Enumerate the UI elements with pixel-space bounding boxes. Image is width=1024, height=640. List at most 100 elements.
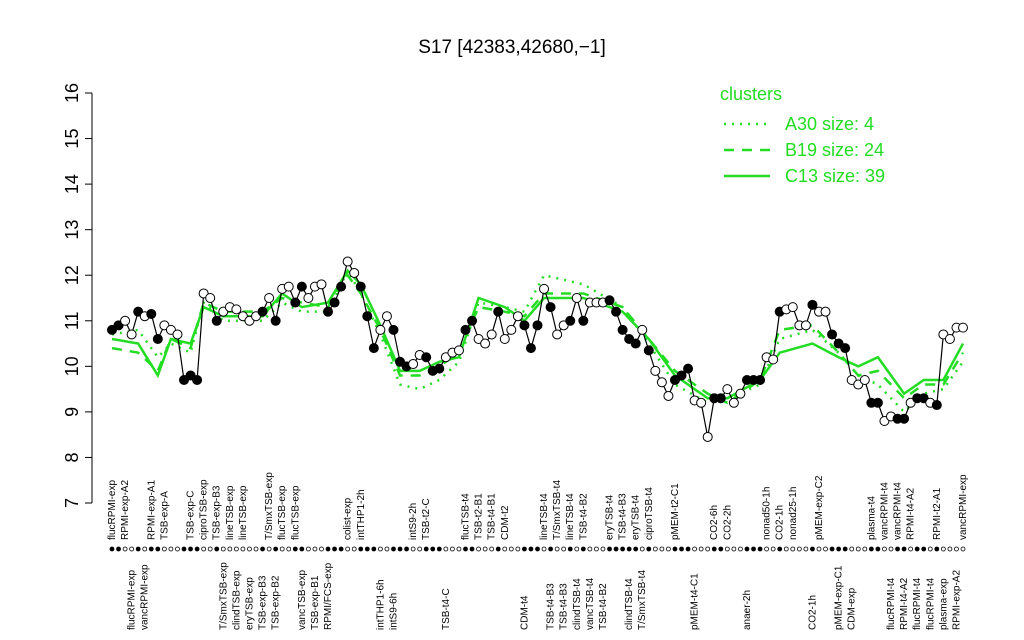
point: [257, 306, 268, 317]
strip-dot: [305, 546, 311, 552]
strip-dot: [796, 546, 802, 552]
y-tick-label: 8: [62, 452, 82, 462]
y-tick-label: 11: [62, 311, 82, 330]
strip-dot: [823, 546, 828, 552]
strip-dot: [711, 546, 717, 552]
strip-dot: [508, 546, 514, 552]
strip-dot: [247, 546, 252, 552]
strip-dot: [358, 546, 364, 552]
strip-dot: [338, 546, 344, 552]
legend-label: B19 size: 24: [785, 140, 884, 160]
point: [696, 397, 707, 408]
point: [329, 297, 340, 308]
x-tick-label: intTHP1-2h: [356, 489, 367, 540]
strip-dot: [220, 546, 226, 552]
strip-dot: [921, 546, 927, 552]
y-tick-label: 14: [62, 174, 82, 194]
point: [381, 311, 392, 322]
strip-dot: [561, 546, 567, 552]
strip-dot: [751, 546, 756, 552]
x-tick-label: TSB-t4-B2: [578, 493, 589, 540]
point: [506, 324, 517, 335]
x-tick-label: TSB-t4-B3: [618, 493, 629, 540]
strip-dot: [836, 546, 842, 552]
x-tick-label: CDM-exp: [847, 587, 858, 630]
point: [735, 388, 746, 399]
strip-dot: [312, 546, 318, 552]
x-tick-label: ciproTSB-exp: [199, 479, 210, 540]
strip-dot: [882, 546, 887, 552]
strip-dot: [810, 546, 815, 552]
point: [807, 299, 818, 310]
x-tick-label: RPMI/FCS-exp: [323, 562, 334, 630]
x-tick-label: TSB-exp-B2: [271, 575, 282, 630]
x-tick-label: lineTSB-exp: [225, 485, 236, 540]
y-tick-label: 16: [62, 83, 82, 103]
point: [656, 377, 667, 388]
x-tick-label: CO2-6h: [709, 505, 720, 540]
strip-dot: [148, 546, 154, 552]
x-tick-label: CO2-1h: [775, 505, 786, 540]
point: [728, 397, 739, 408]
x-tick-label: vancRPMI-exp: [140, 564, 151, 630]
x-tick-label: plasma-t4: [866, 496, 877, 540]
strip-dot: [607, 546, 612, 552]
point: [859, 375, 870, 385]
strip-dot: [476, 546, 481, 552]
x-tick-label: anaer-2h: [742, 590, 753, 630]
x-tick-label: RPMI-exp-A2: [951, 570, 962, 630]
point: [486, 329, 497, 340]
strip-dot: [803, 546, 809, 552]
strip-dot: [829, 546, 835, 552]
x-tick-label: RPMI-t2-A1: [932, 487, 943, 540]
x-tick-label: flucRPMI-exp: [127, 570, 138, 630]
strip-dot: [168, 546, 174, 552]
strip-dot: [901, 546, 907, 552]
point: [303, 293, 314, 303]
strip-dot: [940, 546, 946, 552]
point: [342, 256, 353, 267]
y-tick-label: 9: [62, 407, 82, 417]
strip-dot: [960, 546, 966, 552]
point: [872, 397, 883, 408]
strip-dot: [738, 546, 743, 552]
x-tick-label: TSB-exp-C: [186, 491, 197, 540]
x-tick-label: pMEM-exp-C2: [814, 475, 825, 540]
strip-dot: [469, 546, 475, 552]
strip-dot: [875, 546, 881, 552]
strip-dot: [391, 546, 396, 552]
strip-dot: [541, 546, 547, 552]
cluster-line: [111, 268, 965, 400]
strip-dot: [744, 546, 750, 552]
x-tick-label: TSB-exp-A: [159, 491, 170, 540]
x-tick-label: CO2-2h: [722, 505, 733, 540]
strip-dot: [266, 546, 272, 552]
x-tick-label: flucRPMI-t4: [925, 577, 936, 630]
x-tick-label: T/SmxTSB-exp: [218, 562, 229, 630]
x-tick-label: RPMI-t4-A2: [899, 577, 910, 630]
point: [545, 302, 556, 313]
x-tick-label: pMEM-t4-C1: [690, 573, 701, 630]
point: [231, 304, 242, 315]
strip-dot: [495, 546, 501, 552]
strip-dot: [594, 546, 599, 552]
x-tick-label: eryTSB-t4: [631, 495, 642, 540]
x-tick-label: RPMI-exp-A2: [120, 480, 131, 540]
strip-dot: [122, 546, 128, 552]
point: [820, 306, 831, 317]
x-tick-label: vancTSB-exp: [297, 570, 308, 630]
point: [146, 308, 157, 319]
x-tick-label: vancRPMI-t4: [893, 482, 904, 540]
strip-dot: [345, 546, 351, 552]
point: [611, 306, 622, 317]
point: [388, 324, 399, 335]
point: [192, 375, 203, 385]
strip-dot: [855, 546, 861, 552]
strip-dot: [908, 546, 914, 552]
strip-dot: [201, 546, 207, 552]
strip-dot: [731, 546, 737, 552]
x-tick-label: flucTSB-t4: [460, 493, 471, 540]
point: [702, 431, 713, 442]
strip-dot: [777, 546, 783, 552]
strip-dot: [954, 546, 959, 552]
